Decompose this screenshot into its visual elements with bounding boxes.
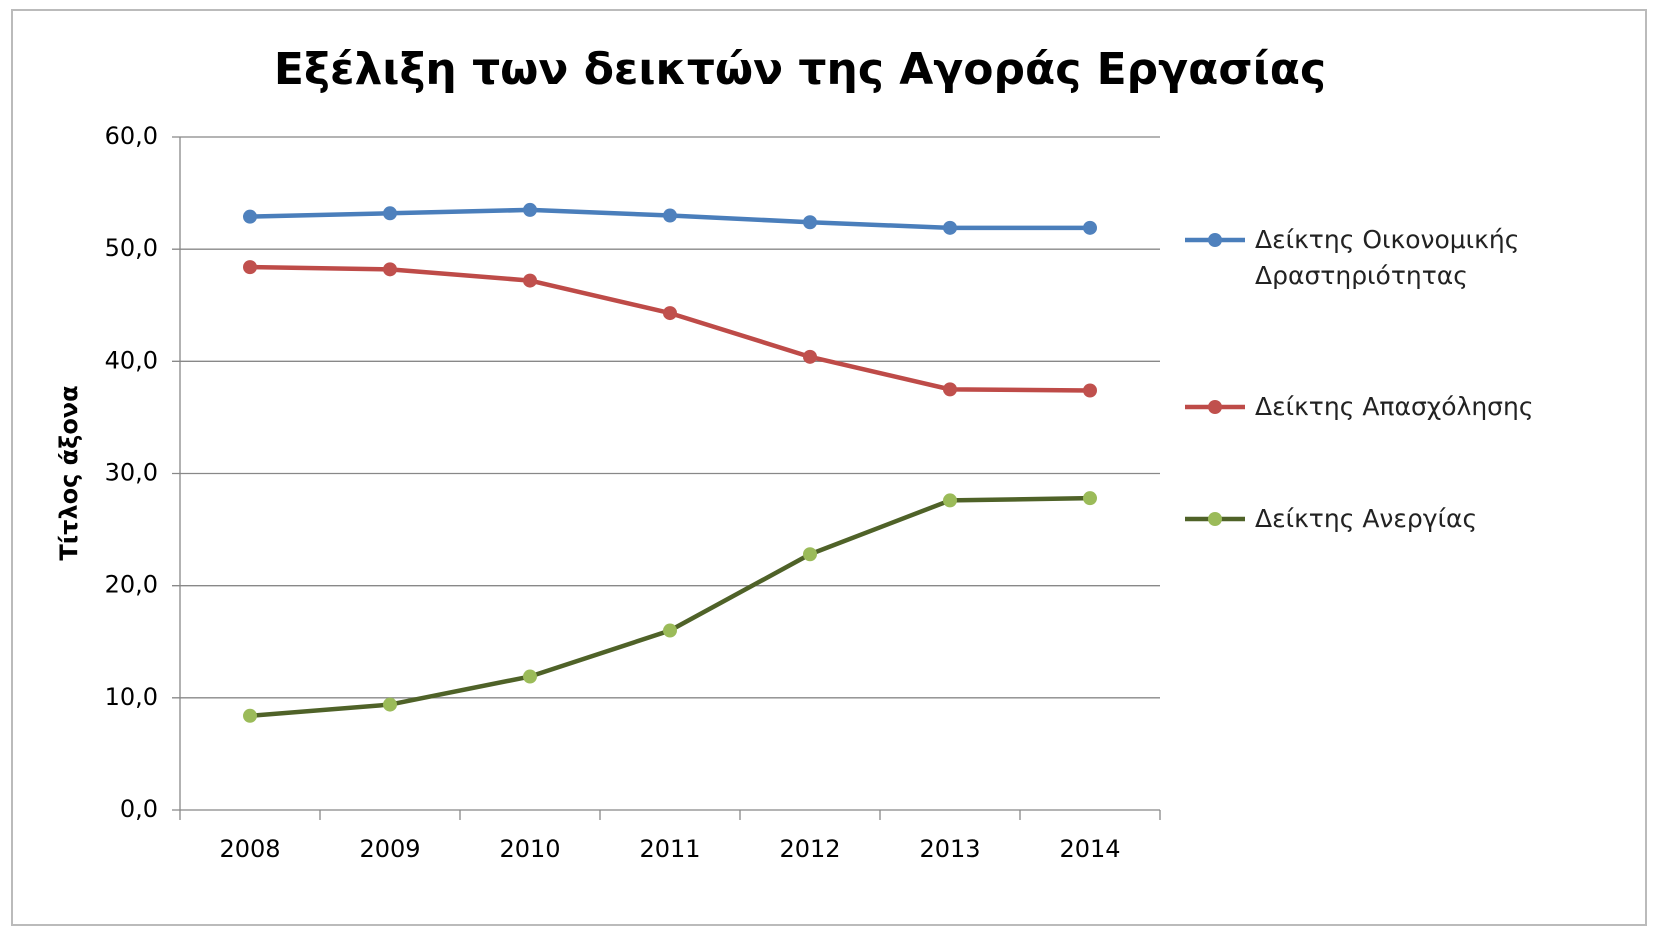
data-point — [243, 708, 257, 723]
x-tick-label: 2009 — [359, 835, 420, 863]
data-point — [1083, 220, 1097, 235]
data-point — [1083, 383, 1097, 398]
data-point — [1083, 491, 1097, 506]
x-tick-label: 2013 — [919, 835, 980, 863]
data-point — [243, 209, 257, 224]
data-point — [383, 262, 397, 277]
x-tick-label: 2014 — [1059, 835, 1120, 863]
data-point — [803, 547, 817, 562]
data-point — [523, 669, 537, 684]
y-tick-label: 40,0 — [105, 346, 158, 374]
data-point — [943, 493, 957, 508]
data-point — [523, 202, 537, 217]
x-tick-label: 2012 — [779, 835, 840, 863]
y-tick-label: 20,0 — [105, 571, 158, 599]
chart-frame — [11, 9, 1647, 926]
legend-label: Δείκτης Ανεργίας — [1255, 504, 1478, 533]
y-tick-label: 60,0 — [105, 122, 158, 150]
chart-title: Εξέλιξη των δεικτών της Αγοράς Εργασίας — [274, 44, 1326, 95]
data-point — [663, 306, 677, 321]
data-point — [943, 220, 957, 235]
data-point — [383, 697, 397, 712]
legend-label: Δείκτης Απασχόλησης — [1255, 392, 1534, 421]
legend-marker — [1208, 233, 1222, 247]
y-tick-label: 30,0 — [105, 459, 158, 487]
x-tick-label: 2010 — [499, 835, 560, 863]
data-point — [383, 206, 397, 221]
legend-marker — [1208, 400, 1222, 414]
data-point — [523, 273, 537, 288]
y-tick-label: 0,0 — [120, 795, 158, 823]
x-tick-label: 2008 — [219, 835, 280, 863]
y-axis-label: Τίτλος άξονα — [55, 385, 83, 560]
data-point — [803, 215, 817, 230]
y-tick-label: 50,0 — [105, 234, 158, 262]
data-point — [943, 382, 957, 397]
data-point — [663, 623, 677, 638]
data-point — [663, 208, 677, 223]
x-tick-label: 2011 — [639, 835, 700, 863]
legend-label: Δείκτης Οικονομικής Δραστηριότητας — [1255, 225, 1520, 290]
legend-marker — [1208, 512, 1222, 526]
data-point — [803, 349, 817, 364]
data-point — [243, 260, 257, 275]
y-tick-label: 10,0 — [105, 683, 158, 711]
